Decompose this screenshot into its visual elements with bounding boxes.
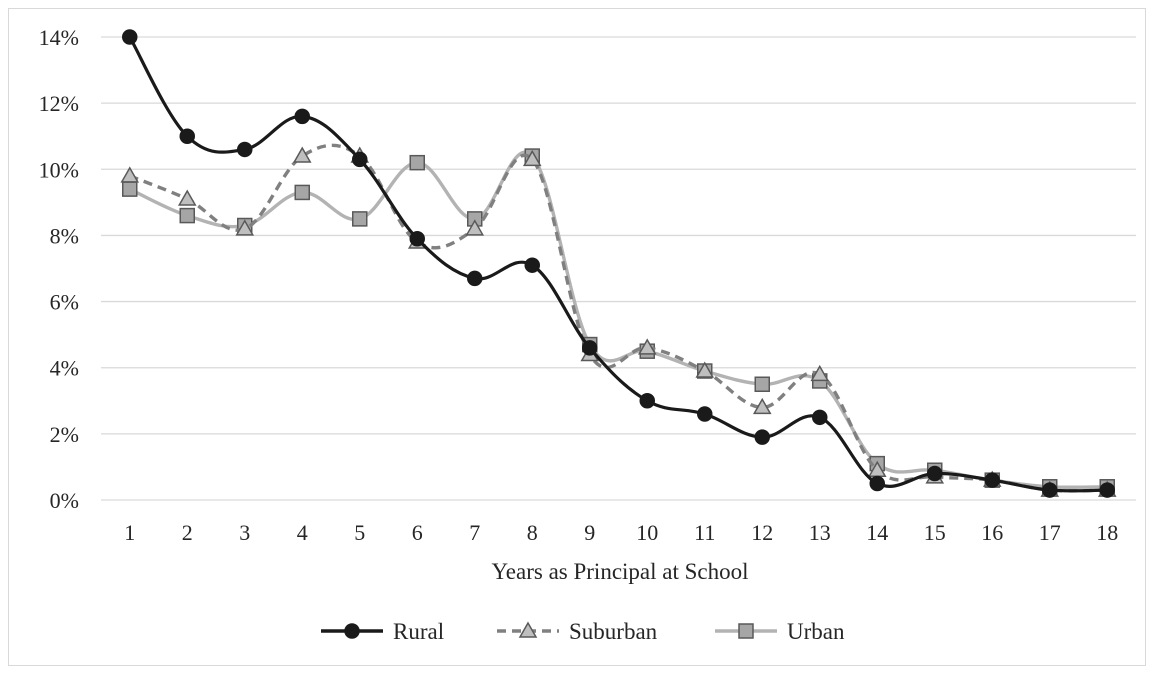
x-tick-label: 5	[354, 520, 365, 545]
data-point-urban	[179, 207, 195, 224]
legend-item-urban: Urban	[715, 619, 845, 644]
legend-marker	[518, 621, 538, 638]
data-point-rural	[1042, 482, 1058, 498]
data-point-rural	[582, 340, 598, 356]
y-tick-label: 8%	[50, 223, 79, 248]
data-point-rural	[754, 429, 770, 445]
x-tick-label: 9	[584, 520, 595, 545]
x-tick-label: 7	[469, 520, 480, 545]
x-tick-label: 2	[182, 520, 193, 545]
data-point-rural	[237, 141, 253, 158]
y-tick-label: 2%	[50, 422, 79, 447]
data-point-suburban	[292, 146, 312, 163]
x-tick-label: 17	[1039, 520, 1061, 545]
data-point-rural	[524, 257, 540, 273]
data-point-rural	[179, 128, 195, 144]
x-tick-label: 14	[866, 520, 888, 545]
series-line-suburban	[129, 143, 1108, 493]
data-point-rural	[697, 406, 713, 422]
data-point-suburban	[522, 149, 542, 167]
x-tick-label: 4	[297, 520, 308, 545]
series-line-urban	[129, 150, 1108, 489]
data-point-rural	[294, 108, 310, 125]
legend-item-rural: Rural	[321, 619, 444, 644]
series-layer	[120, 29, 1117, 498]
data-point-rural	[409, 230, 425, 247]
series-rural	[122, 29, 1115, 498]
y-axis-tick-labels: 0% 2% 4% 6% 8% 10% 12% 14%	[39, 25, 79, 513]
data-point-urban	[352, 211, 368, 227]
series-suburban	[120, 143, 1117, 497]
x-tick-label: 18	[1096, 520, 1118, 545]
x-tick-label: 15	[924, 520, 946, 545]
x-tick-label: 12	[751, 520, 773, 545]
data-point-suburban	[810, 364, 830, 382]
y-tick-label: 0%	[50, 488, 79, 513]
x-tick-label: 8	[527, 520, 538, 545]
data-point-urban	[754, 376, 770, 392]
y-tick-label: 12%	[39, 91, 79, 116]
x-tick-label: 3	[239, 520, 250, 545]
data-point-rural	[984, 472, 1000, 488]
data-point-urban	[409, 154, 425, 171]
data-point-urban	[294, 184, 310, 201]
data-point-urban	[122, 181, 138, 197]
y-tick-label: 10%	[39, 157, 79, 182]
chart-container: 0% 2% 4% 6% 8% 10% 12% 14% 1 2 3 4 5 6 7 8 9 10 11 12 13 14 1…	[8, 8, 1146, 666]
data-point-rural	[869, 475, 885, 492]
data-point-suburban	[235, 219, 255, 236]
data-point-rural	[812, 409, 828, 426]
data-point-suburban	[637, 338, 657, 355]
data-point-rural	[927, 465, 943, 482]
data-point-suburban	[120, 166, 140, 183]
x-tick-label: 11	[694, 520, 715, 545]
x-tick-label: 10	[636, 520, 658, 545]
x-tick-label: 16	[981, 520, 1003, 545]
data-point-rural	[639, 393, 655, 409]
x-axis-tick-labels: 1 2 3 4 5 6 7 8 9 10 11 12 13 14 15 16 17 18	[124, 520, 1118, 545]
data-point-rural	[122, 29, 138, 45]
data-point-rural	[352, 151, 368, 168]
data-point-suburban	[695, 361, 715, 378]
legend-label: Urban	[787, 619, 845, 644]
legend-label: Suburban	[569, 619, 658, 644]
x-tick-label: 13	[809, 520, 831, 545]
series-line-rural	[128, 36, 1108, 493]
y-tick-label: 4%	[50, 356, 79, 381]
legend: Rural Suburban Urban	[321, 619, 845, 644]
x-tick-label: 6	[412, 520, 423, 545]
data-point-suburban	[465, 219, 485, 236]
legend-label: Rural	[393, 619, 444, 644]
data-point-suburban	[752, 397, 772, 415]
x-tick-label: 1	[124, 520, 135, 545]
data-point-suburban	[177, 189, 197, 206]
data-point-rural	[467, 270, 483, 287]
gridlines	[101, 36, 1136, 501]
x-axis-title: Years as Principal at School	[491, 559, 748, 584]
y-tick-label: 14%	[39, 25, 79, 50]
y-tick-label: 6%	[50, 290, 79, 315]
line-chart: 0%2%4%6%8%10%12%14% 1 2 3 4 5 6 7 8 9 10 11 12 13 14 1…	[39, 25, 1136, 644]
legend-marker	[738, 623, 754, 639]
legend-item-suburban: Suburban	[497, 619, 658, 644]
data-point-rural	[1099, 482, 1115, 498]
legend-marker	[344, 623, 360, 639]
